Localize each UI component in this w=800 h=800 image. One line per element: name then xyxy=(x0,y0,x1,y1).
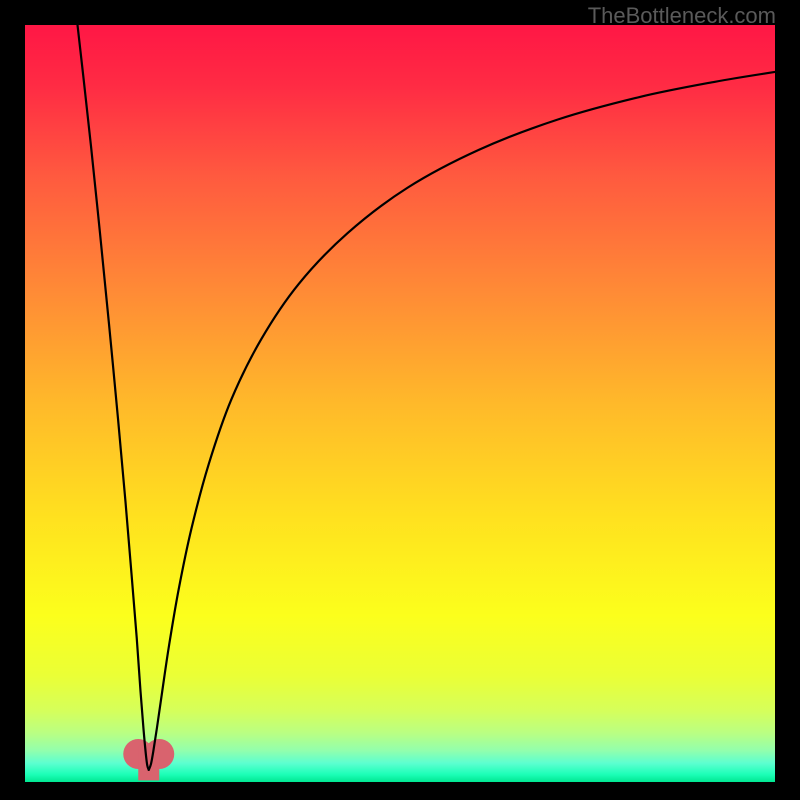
watermark-text: TheBottleneck.com xyxy=(588,3,776,29)
curve-layer xyxy=(0,0,800,800)
frame-border-left xyxy=(0,0,25,800)
bottleneck-curve-right xyxy=(149,72,775,770)
frame-border-right xyxy=(775,0,800,800)
chart-stage: TheBottleneck.com xyxy=(0,0,800,800)
bottleneck-curve-left xyxy=(78,25,149,770)
cusp-blob-bridge xyxy=(138,746,159,781)
cusp-blob xyxy=(123,739,174,780)
frame-border-bottom xyxy=(0,782,800,800)
